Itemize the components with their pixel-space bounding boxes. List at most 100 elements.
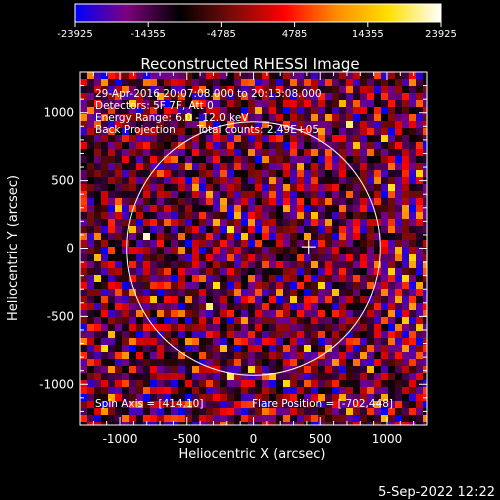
heatmap-cell (234, 373, 241, 380)
heatmap-cell (381, 254, 388, 261)
heatmap-cell (374, 226, 381, 233)
heatmap-cell (353, 163, 360, 170)
heatmap-cell (115, 128, 122, 135)
heatmap-cell (297, 219, 304, 226)
heatmap-cell (255, 233, 262, 240)
heatmap-cell (248, 149, 255, 156)
heatmap-cell (381, 415, 388, 422)
heatmap-cell (269, 275, 276, 282)
heatmap-cell (346, 317, 353, 324)
heatmap-cell (360, 170, 367, 177)
heatmap-cell (80, 422, 87, 425)
heatmap-cell (178, 212, 185, 219)
heatmap-cell (276, 86, 283, 93)
heatmap-cell (248, 310, 255, 317)
heatmap-cell (367, 317, 374, 324)
heatmap-cell (227, 149, 234, 156)
heatmap-cell (423, 205, 427, 212)
heatmap-cell (304, 149, 311, 156)
heatmap-cell (150, 338, 157, 345)
heatmap-cell (304, 93, 311, 100)
heatmap-cell (360, 149, 367, 156)
heatmap-cell (423, 135, 427, 142)
heatmap-cell (136, 338, 143, 345)
heatmap-cell (241, 240, 248, 247)
heatmap-cell (269, 261, 276, 268)
heatmap-cell (409, 310, 416, 317)
heatmap-cell (185, 149, 192, 156)
heatmap-cell (178, 282, 185, 289)
heatmap-cell (290, 149, 297, 156)
heatmap-cell (185, 387, 192, 394)
heatmap-cell (367, 408, 374, 415)
heatmap-cell (381, 324, 388, 331)
heatmap-cell (206, 373, 213, 380)
heatmap-cell (262, 387, 269, 394)
heatmap-cell (290, 261, 297, 268)
heatmap-cell (206, 296, 213, 303)
heatmap-cell (213, 394, 220, 401)
heatmap-cell (332, 219, 339, 226)
heatmap-cell (269, 324, 276, 331)
heatmap-cell (318, 149, 325, 156)
heatmap-cell (143, 359, 150, 366)
heatmap-cell (213, 275, 220, 282)
heatmap-cell (416, 282, 423, 289)
heatmap-cell (381, 240, 388, 247)
heatmap-cell (185, 177, 192, 184)
heatmap-cell (150, 422, 157, 425)
heatmap-cell (353, 345, 360, 352)
heatmap-cell (87, 170, 94, 177)
heatmap-cell (192, 240, 199, 247)
y-axis-label: Heliocentric Y (arcsec) (6, 175, 21, 321)
heatmap-cell (318, 86, 325, 93)
heatmap-cell (381, 184, 388, 191)
heatmap-cell (290, 394, 297, 401)
heatmap-cell (255, 422, 262, 425)
heatmap-cell (220, 170, 227, 177)
heatmap-cell (122, 86, 129, 93)
heatmap-cell (220, 135, 227, 142)
heatmap-cell (374, 184, 381, 191)
heatmap-cell (129, 261, 136, 268)
heatmap-cell (101, 387, 108, 394)
heatmap-cell (276, 100, 283, 107)
heatmap-cell (269, 170, 276, 177)
heatmap-cell (346, 380, 353, 387)
heatmap-cell (122, 296, 129, 303)
heatmap-cell (199, 114, 206, 121)
heatmap-cell (283, 415, 290, 422)
heatmap-cell (283, 408, 290, 415)
heatmap-cell (164, 317, 171, 324)
heatmap-cell (248, 121, 255, 128)
heatmap-cell (157, 114, 164, 121)
heatmap-cell (192, 184, 199, 191)
heatmap-cell (304, 107, 311, 114)
heatmap-cell (248, 254, 255, 261)
heatmap-cell (234, 72, 241, 79)
heatmap-cell (409, 338, 416, 345)
heatmap-cell (395, 345, 402, 352)
heatmap-cell (276, 198, 283, 205)
heatmap-cell (150, 268, 157, 275)
heatmap-cell (171, 247, 178, 254)
heatmap-cell (213, 387, 220, 394)
heatmap-cell (283, 401, 290, 408)
heatmap-cell (108, 100, 115, 107)
heatmap-cell (241, 191, 248, 198)
heatmap-cell (122, 198, 129, 205)
heatmap-cell (178, 380, 185, 387)
heatmap-cell (157, 233, 164, 240)
heatmap-cell (290, 93, 297, 100)
heatmap-cell (402, 198, 409, 205)
heatmap-cell (416, 324, 423, 331)
heatmap-cell (136, 100, 143, 107)
heatmap-cell (290, 184, 297, 191)
heatmap-cell (374, 191, 381, 198)
heatmap-cell (185, 128, 192, 135)
heatmap-cell (143, 366, 150, 373)
heatmap-cell (157, 282, 164, 289)
heatmap-cell (192, 156, 199, 163)
heatmap-cell (122, 226, 129, 233)
heatmap-cell (220, 345, 227, 352)
